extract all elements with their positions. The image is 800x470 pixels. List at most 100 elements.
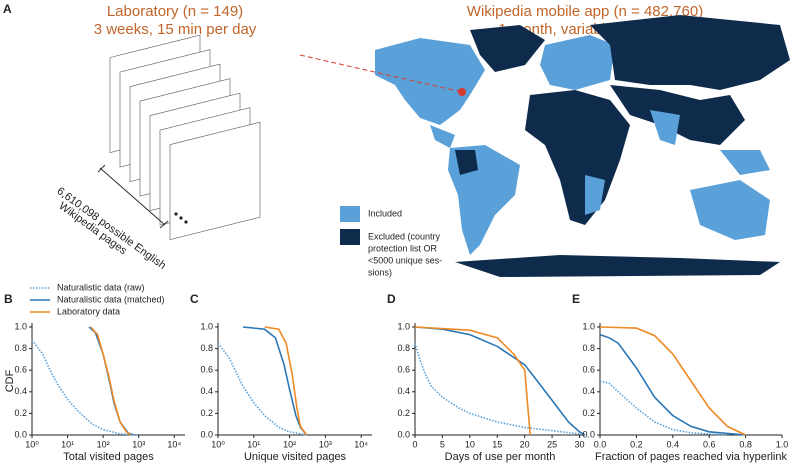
legend-label: protection list OR — [368, 243, 438, 253]
y-tick-label: 0.0 — [14, 429, 27, 439]
legend-label: Naturalistic data (raw) — [57, 282, 145, 292]
y-tick-label: 0.4 — [14, 386, 27, 396]
x-tick-label: 10¹ — [247, 439, 260, 449]
panel-letter: A — [3, 2, 12, 16]
app-title: Wikipedia mobile app (n = 482,760) — [467, 3, 703, 20]
y-axis-label: CDF — [4, 369, 16, 392]
x-tick-label: 10² — [97, 439, 110, 449]
australia — [690, 180, 770, 240]
x-tick-label: 15 — [492, 439, 502, 449]
ellipsis — [174, 212, 188, 224]
x-tick-label: 10⁰ — [25, 439, 39, 449]
panel-letter: E — [572, 292, 580, 306]
india — [650, 110, 680, 145]
legend-swatch — [340, 229, 360, 245]
x-tick-label: 10³ — [132, 439, 145, 449]
y-tick-label: 0.8 — [582, 343, 595, 353]
cdf-line — [217, 342, 307, 436]
greenland — [470, 25, 545, 72]
panel-letter: D — [387, 292, 396, 306]
x-tick-label: 0.6 — [703, 439, 716, 449]
lab-location — [458, 88, 466, 96]
y-tick-label: 0.6 — [397, 365, 410, 375]
north-america — [375, 38, 485, 125]
europe — [540, 35, 615, 90]
x-tick-label: 10² — [283, 439, 296, 449]
y-tick-label: 0.2 — [397, 408, 410, 418]
russia — [590, 15, 790, 90]
cdf-line — [414, 326, 531, 436]
x-tick-label: 1.0 — [776, 439, 789, 449]
x-tick-label: 0.0 — [594, 439, 607, 449]
x-tick-label: 0.8 — [739, 439, 752, 449]
cdf-line — [242, 326, 308, 436]
cdf-line — [90, 326, 132, 436]
panel-letter: B — [4, 292, 13, 306]
x-tick-label: 10⁴ — [167, 439, 181, 449]
legend-swatch — [340, 206, 360, 222]
x-axis-label: Unique visited pages — [244, 451, 347, 463]
cdf-line — [414, 342, 580, 435]
y-tick-label: 0.0 — [582, 429, 595, 439]
y-tick-label: 0.8 — [397, 343, 410, 353]
y-tick-label: 0.6 — [200, 365, 213, 375]
y-tick-label: 0.6 — [582, 365, 595, 375]
y-tick-label: 0.4 — [582, 386, 595, 396]
y-tick-label: 0.4 — [200, 386, 213, 396]
page-stack — [109, 34, 261, 240]
y-tick-label: 1.0 — [397, 321, 410, 331]
x-tick-label: 10³ — [319, 439, 332, 449]
legend-label: Naturalistic data (matched) — [57, 294, 165, 304]
x-tick-label: 30 — [575, 439, 585, 449]
x-tick-label: 20 — [520, 439, 530, 449]
y-tick-label: 0.2 — [582, 408, 595, 418]
cdf-line — [599, 380, 728, 436]
legend-label: Excluded (country — [368, 231, 441, 241]
southeast-asia — [720, 150, 770, 175]
lab-subtitle: 3 weeks, 15 min per day — [94, 21, 257, 38]
x-tick-label: 10⁰ — [211, 439, 225, 449]
antarctica — [455, 255, 780, 277]
southern-africa — [585, 175, 605, 215]
connector — [299, 54, 463, 93]
y-tick-label: 0.8 — [200, 343, 213, 353]
x-tick-label: 25 — [547, 439, 557, 449]
central-america — [430, 125, 455, 148]
page — [169, 121, 261, 240]
cdf-line — [88, 326, 134, 436]
legend-label: Laboratory data — [57, 306, 120, 316]
bracket — [97, 164, 169, 229]
x-tick-label: 10¹ — [61, 439, 74, 449]
y-tick-label: 1.0 — [14, 321, 27, 331]
cdf-line — [414, 326, 586, 436]
africa — [525, 90, 630, 225]
legend-label: sions) — [368, 267, 392, 277]
x-axis-label: Fraction of pages reached via hyperlink — [595, 451, 787, 463]
x-tick-label: 0 — [412, 439, 417, 449]
y-tick-label: 0.2 — [200, 408, 213, 418]
x-tick-label: 5 — [440, 439, 445, 449]
world-map — [375, 15, 790, 277]
panel-letter: C — [190, 292, 199, 306]
y-tick-label: 1.0 — [200, 321, 213, 331]
y-tick-label: 0.0 — [200, 429, 213, 439]
cdf-line — [599, 333, 746, 436]
cdf-line — [31, 339, 139, 436]
panel-a: A Laboratory (n = 149) 3 weeks, 15 min p… — [3, 2, 790, 277]
cdf-panels: Naturalistic data (raw) Naturalistic data… — [4, 282, 788, 463]
x-tick-label: 0.2 — [630, 439, 643, 449]
x-tick-label: 10 — [465, 439, 475, 449]
x-tick-label: 10⁴ — [354, 439, 368, 449]
x-axis-label: Days of use per month — [445, 451, 556, 463]
x-tick-label: 0.4 — [667, 439, 680, 449]
cdf-line — [264, 326, 308, 436]
legend-label: <5000 unique ses- — [368, 255, 442, 265]
cdf-line — [599, 326, 746, 436]
y-tick-label: 0.4 — [397, 386, 410, 396]
legend-label: Included — [368, 208, 402, 218]
excluded-sa — [455, 150, 478, 175]
x-axis-label: Total visited pages — [63, 451, 154, 463]
y-tick-label: 0.6 — [14, 365, 27, 375]
y-tick-label: 0.0 — [397, 429, 410, 439]
